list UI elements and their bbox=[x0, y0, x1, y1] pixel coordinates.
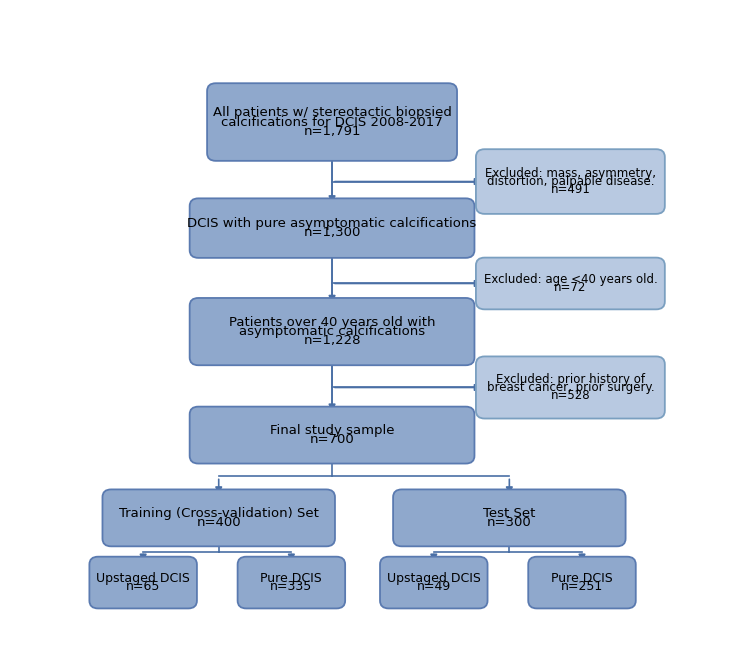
Text: Final study sample: Final study sample bbox=[270, 424, 394, 437]
Text: Pure DCIS: Pure DCIS bbox=[260, 572, 322, 585]
Text: Upstaged DCIS: Upstaged DCIS bbox=[387, 572, 481, 585]
Text: Upstaged DCIS: Upstaged DCIS bbox=[96, 572, 190, 585]
Text: calcifications for DCIS 2008-2017: calcifications for DCIS 2008-2017 bbox=[221, 116, 443, 128]
Text: Test Set: Test Set bbox=[483, 507, 536, 519]
FancyBboxPatch shape bbox=[103, 489, 335, 546]
Text: Excluded: age <40 years old.: Excluded: age <40 years old. bbox=[484, 273, 657, 286]
Text: n=700: n=700 bbox=[310, 433, 355, 446]
FancyBboxPatch shape bbox=[89, 556, 197, 608]
Text: n=1,300: n=1,300 bbox=[303, 226, 361, 239]
FancyBboxPatch shape bbox=[190, 298, 475, 366]
Text: Training (Cross-validation) Set: Training (Cross-validation) Set bbox=[118, 507, 319, 519]
FancyBboxPatch shape bbox=[207, 83, 457, 161]
Text: asymptomatic calcifications: asymptomatic calcifications bbox=[239, 325, 425, 338]
FancyBboxPatch shape bbox=[476, 257, 664, 309]
Text: n=1,791: n=1,791 bbox=[303, 125, 361, 138]
FancyBboxPatch shape bbox=[190, 407, 475, 464]
FancyBboxPatch shape bbox=[476, 149, 664, 214]
Text: DCIS with pure asymptomatic calcifications: DCIS with pure asymptomatic calcificatio… bbox=[188, 217, 477, 230]
Text: n=491: n=491 bbox=[550, 183, 590, 196]
Text: n=400: n=400 bbox=[196, 516, 241, 529]
FancyBboxPatch shape bbox=[528, 556, 636, 608]
Text: Patients over 40 years old with: Patients over 40 years old with bbox=[229, 316, 435, 329]
Text: n=251: n=251 bbox=[561, 581, 603, 593]
FancyBboxPatch shape bbox=[190, 198, 475, 258]
FancyBboxPatch shape bbox=[380, 556, 488, 608]
Text: n=72: n=72 bbox=[554, 281, 586, 294]
FancyBboxPatch shape bbox=[238, 556, 345, 608]
FancyBboxPatch shape bbox=[393, 489, 626, 546]
FancyBboxPatch shape bbox=[476, 356, 664, 419]
Text: Pure DCIS: Pure DCIS bbox=[551, 572, 613, 585]
Text: n=65: n=65 bbox=[126, 581, 160, 593]
Text: n=335: n=335 bbox=[270, 581, 313, 593]
Text: distortion, palpable disease.: distortion, palpable disease. bbox=[487, 175, 654, 188]
Text: n=49: n=49 bbox=[417, 581, 451, 593]
Text: Excluded: prior history of: Excluded: prior history of bbox=[496, 373, 645, 386]
Text: n=300: n=300 bbox=[487, 516, 532, 529]
Text: breast cancer, prior surgery.: breast cancer, prior surgery. bbox=[487, 381, 654, 394]
Text: n=528: n=528 bbox=[550, 389, 590, 403]
Text: Excluded: mass, asymmetry,: Excluded: mass, asymmetry, bbox=[484, 167, 656, 180]
Text: n=1,228: n=1,228 bbox=[303, 334, 361, 347]
Text: All patients w/ stereotactic biopsied: All patients w/ stereotactic biopsied bbox=[213, 106, 452, 120]
